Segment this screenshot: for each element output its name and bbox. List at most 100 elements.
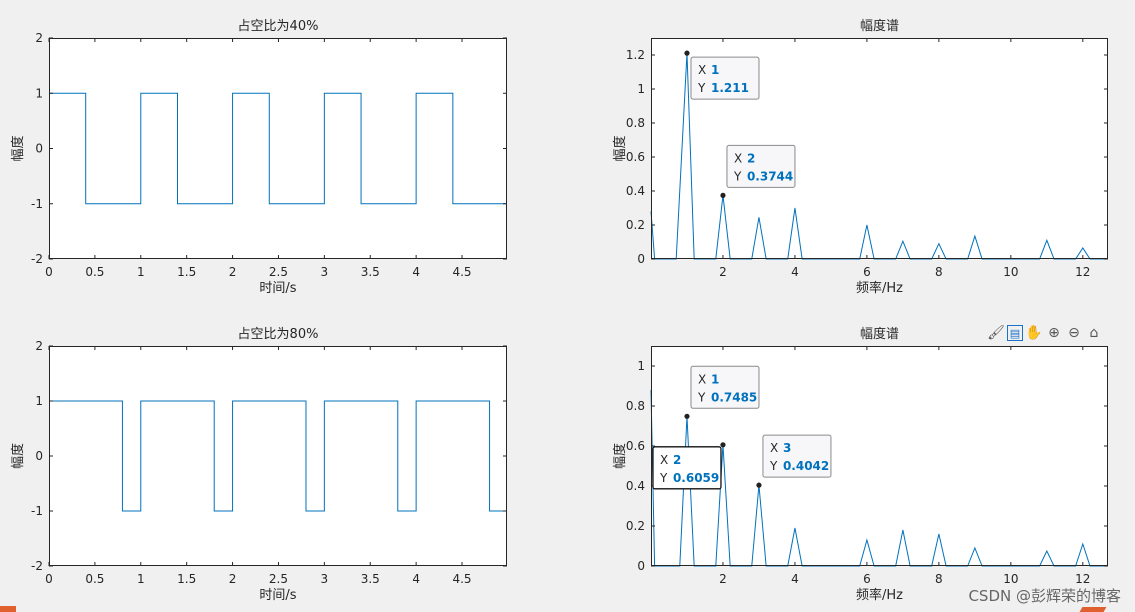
series-line-1 [49, 400, 507, 512]
chart-title: 占空比为80% [238, 327, 319, 342]
x-tick-label: 2 [719, 265, 727, 279]
x-tick-label: 1 [137, 265, 145, 279]
zoom-out-icon[interactable]: ⊖ [1068, 325, 1080, 341]
datatip-x-value: 2 [673, 453, 681, 467]
datatip-x-value: 2 [747, 151, 755, 165]
chart-title: 占空比为40% [238, 19, 319, 34]
datatip[interactable]: X 2Y 0.3744 [720, 144, 796, 198]
datatip-y-label: Y [733, 169, 742, 183]
x-tick-label: 2 [719, 572, 727, 586]
datatip-x-value: 1 [711, 372, 719, 386]
y-tick-label: 1 [35, 86, 43, 100]
brush-icon[interactable]: 🖌 [987, 325, 1005, 341]
y-tick-label: 0.8 [626, 116, 645, 130]
datatip-y-value: 0.6059 [673, 471, 719, 485]
x-tick-label: 3 [321, 572, 329, 586]
pointer-decoration [0, 606, 16, 612]
datatip[interactable]: X 3Y 0.4042 [756, 434, 832, 488]
datatip-x-label: X [734, 151, 742, 165]
axes-background[interactable] [49, 38, 507, 259]
subplot-1: 0 0.5 1 1.5 2 2.5 3 3.5 4 4.5 -2 -1 0 1 2 占空比为40% 时间/s 幅度 [10, 19, 507, 296]
subplot-3: 0 0.5 1 1.5 2 2.5 3 3.5 4 4.5 -2 -1 0 1 2 占空比为80% 时间/s 幅度 [10, 327, 507, 603]
x-tick-label: 10 [1003, 572, 1018, 586]
y-tick-label: -2 [31, 252, 43, 266]
y-tick-label: 0 [35, 449, 43, 463]
x-tick-label: 0 [45, 265, 53, 279]
datatip-x-label: X [660, 453, 668, 467]
datatip-box [690, 365, 760, 409]
x-tick-label: 1 [137, 572, 145, 586]
datatip-y-value: 0.7485 [711, 390, 757, 404]
x-axis-label: 时间/s [259, 281, 296, 296]
datatip-box [690, 56, 760, 100]
x-tick-label: 12 [1075, 572, 1090, 586]
x-tick-label: 3 [321, 265, 329, 279]
datatip[interactable]: X 2Y 0.6059 [652, 442, 726, 490]
datatip-y-value: 0.4042 [783, 459, 829, 473]
datatip-box [726, 144, 796, 188]
y-tick-label: 2 [35, 339, 43, 353]
x-tick-label: 3.5 [361, 572, 380, 586]
x-tick-label: 8 [935, 265, 943, 279]
datatip-marker [756, 482, 762, 488]
y-tick-label: 0.2 [626, 519, 645, 533]
y-tick-label: 0.6 [626, 439, 645, 453]
y-axis-label: 幅度 [612, 443, 628, 469]
x-tick-label: 4 [791, 265, 799, 279]
datatip-y-label: Y [697, 81, 706, 95]
x-tick-label: 0 [45, 572, 53, 586]
datatip-marker [684, 413, 690, 419]
datatip-x-value: 3 [783, 441, 791, 455]
axes-frame [651, 346, 1108, 566]
pan-icon[interactable]: ✋ [1025, 325, 1043, 341]
y-tick-label: 0 [35, 142, 43, 156]
datatip-y-label: Y [697, 390, 706, 404]
axes-background[interactable] [49, 346, 507, 566]
y-tick-label: 0 [637, 252, 645, 266]
home-icon[interactable]: ⌂ [1089, 325, 1099, 341]
pointer-decoration [1079, 607, 1107, 612]
datatip-box [762, 434, 832, 478]
x-tick-label: 4.5 [452, 572, 471, 586]
series-line-1 [49, 92, 507, 205]
x-tick-label: 1.5 [177, 265, 196, 279]
y-tick-label: 1 [35, 394, 43, 408]
datatip-x-label: X [698, 63, 706, 77]
x-tick-label: 8 [935, 572, 943, 586]
chart-title: 幅度谱 [860, 18, 899, 34]
x-tick-label: 3.5 [361, 265, 380, 279]
x-tick-label: 1.5 [177, 572, 196, 586]
axes-frame [651, 38, 1108, 259]
y-tick-label: 0.2 [626, 218, 645, 232]
x-axis-label: 频率/Hz [856, 587, 903, 603]
x-axis-label: 时间/s [259, 588, 296, 603]
y-tick-label: -1 [31, 504, 43, 518]
datatip[interactable]: X 1Y 0.7485 [684, 365, 760, 419]
datatip-y-value: 1.211 [711, 81, 749, 95]
datatip[interactable]: X 1Y 1.211 [684, 50, 760, 100]
y-tick-label: 0 [637, 559, 645, 573]
watermark: CSDN @彭辉荣的博客 [968, 587, 1121, 605]
y-tick-label: 0.8 [626, 399, 645, 413]
datatip-y-value: 0.3744 [747, 169, 793, 183]
datatip-icon[interactable]: ▤ [1007, 325, 1023, 341]
y-axis-label: 幅度 [10, 443, 26, 469]
x-tick-label: 2.5 [269, 265, 288, 279]
axes-toolbar: 🖌 ▤ ✋ ⊕ ⊖ ⌂ [987, 323, 1103, 343]
chart-title: 幅度谱 [860, 326, 899, 342]
y-tick-label: 0.4 [626, 184, 645, 198]
x-tick-label: 4 [412, 572, 420, 586]
x-tick-label: 0.5 [85, 572, 104, 586]
y-tick-label: 0.4 [626, 479, 645, 493]
datatip-marker [720, 192, 726, 198]
datatip-marker [720, 442, 726, 448]
y-tick-label: 2 [35, 31, 43, 45]
x-tick-label: 4 [412, 265, 420, 279]
y-tick-label: -1 [31, 197, 43, 211]
x-axis-label: 频率/Hz [856, 280, 903, 296]
x-tick-label: 6 [863, 572, 871, 586]
zoom-in-icon[interactable]: ⊕ [1048, 325, 1060, 341]
y-tick-label: -2 [31, 559, 43, 573]
